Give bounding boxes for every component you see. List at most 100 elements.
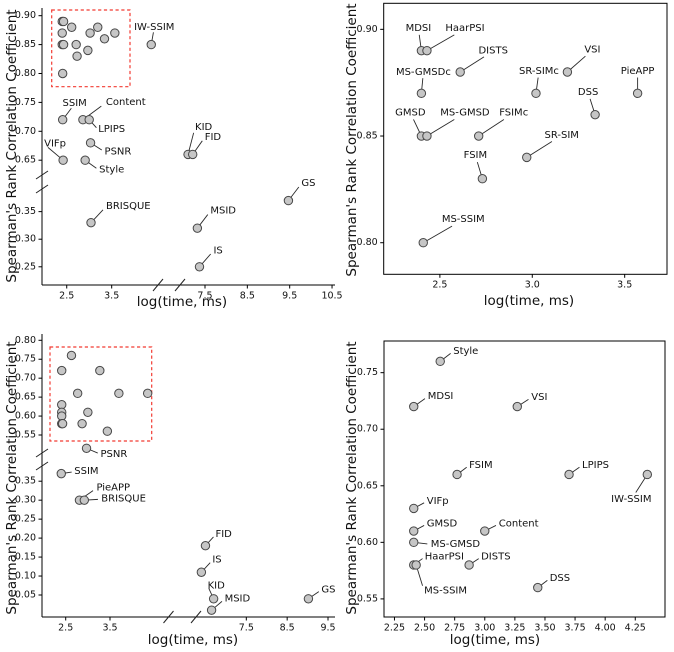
x-tick-label: 9.5 bbox=[320, 622, 335, 633]
x-tick-label: 3.25 bbox=[504, 622, 525, 633]
label-style: Style bbox=[453, 346, 478, 357]
point-fsimc bbox=[473, 131, 484, 141]
point-fsim bbox=[72, 51, 82, 61]
point-vsi bbox=[512, 401, 522, 412]
x-tick-label: 3.50 bbox=[534, 622, 555, 633]
label-pieapp: PieAPP bbox=[96, 483, 130, 494]
point-brisque bbox=[79, 495, 90, 505]
point-dists bbox=[77, 418, 87, 429]
point-msid bbox=[192, 223, 203, 233]
label-psnr: PSNR bbox=[101, 449, 128, 460]
x-tick-label: 8.5 bbox=[280, 622, 295, 633]
y-tick-label: 0.75 bbox=[15, 97, 36, 108]
y-tick-label: 0.15 bbox=[15, 552, 36, 563]
point-fid bbox=[200, 540, 211, 551]
point-dists bbox=[464, 560, 474, 570]
y-tick-label: 0.65 bbox=[15, 392, 36, 403]
y-tick-label: 0.35 bbox=[15, 206, 36, 217]
label-dists: DISTS bbox=[481, 551, 510, 562]
point-is bbox=[196, 567, 207, 577]
point-ssim bbox=[56, 468, 66, 479]
label-lpips: LPIPS bbox=[98, 124, 125, 135]
point-kid bbox=[208, 594, 219, 604]
label-vifp: VIFp bbox=[44, 139, 66, 150]
point-content bbox=[480, 526, 490, 536]
label-fsimc: FSIMc bbox=[499, 108, 528, 119]
label-kid: KID bbox=[195, 122, 213, 133]
label-is: IS bbox=[212, 555, 221, 566]
y-tick-label: 0.25 bbox=[15, 514, 36, 525]
point-gs bbox=[283, 195, 294, 206]
plot-frame bbox=[383, 2, 668, 275]
label-ms-ssim: MS-SSIM bbox=[424, 585, 467, 596]
point-gmsd bbox=[409, 526, 419, 536]
label-kid: KID bbox=[208, 580, 226, 591]
y-tick-label: 0.25 bbox=[15, 261, 36, 272]
label-sr-sim: SR-SIM bbox=[545, 130, 579, 141]
label-vsi: VSI bbox=[531, 392, 547, 403]
zoom-region-box bbox=[51, 9, 131, 88]
label-ssim: SSIM bbox=[74, 466, 98, 477]
point-gs bbox=[303, 594, 314, 604]
label-iw-ssim: IW-SSIM bbox=[611, 494, 651, 505]
point-sr-simc bbox=[85, 28, 95, 38]
point-content bbox=[83, 407, 93, 417]
y-axis-label: Spearman's Rank Correlation Coefficient bbox=[4, 341, 20, 614]
y-tick-label: 0.90 bbox=[357, 24, 378, 35]
y-tick-label: 0.70 bbox=[15, 126, 36, 137]
plot-top-right: 2.5 3.0 3.5 0.90 0.85 0.80 MDSI HaarPSI DISTS MS-… bbox=[344, 2, 668, 309]
label-psnr: PSNR bbox=[105, 146, 132, 157]
label-gs: GS bbox=[321, 584, 335, 595]
x-tick-label: 2.25 bbox=[384, 622, 405, 633]
y-tick-label: 0.20 bbox=[15, 533, 36, 544]
y-tick-label: 0.10 bbox=[15, 571, 36, 582]
x-tick-label: 2.50 bbox=[414, 622, 435, 633]
point-is bbox=[194, 262, 205, 272]
y-tick-label: 0.85 bbox=[357, 131, 378, 142]
point-haarpsi bbox=[422, 45, 432, 56]
label-dss: DSS bbox=[578, 87, 598, 98]
x-tick-label: 3.0 bbox=[525, 280, 540, 291]
label-is: IS bbox=[213, 245, 222, 256]
label-ms-gmsd: MS-GMSD bbox=[431, 539, 481, 550]
y-tick-label: 0.30 bbox=[15, 234, 36, 245]
plot-bottom-left: 2.5 3.5 7.5 8.5 9.5 0.80 0.75 0.70 0.65 0.60 0.55 0… bbox=[4, 334, 336, 648]
plot-bottom-right: 2.25 2.50 2.75 3.00 3.25 3.50 3.75 4.00 4.25 0.75… bbox=[344, 340, 666, 648]
point-psnr bbox=[81, 443, 92, 453]
point-ms-gmsd bbox=[422, 131, 432, 141]
x-tick-label: 9.5 bbox=[282, 290, 297, 301]
label-msid: MSID bbox=[225, 594, 251, 605]
x-tick-label: 3.75 bbox=[564, 622, 585, 633]
point-brisque bbox=[86, 217, 96, 228]
point-fsim bbox=[72, 388, 83, 399]
point-vifp bbox=[409, 503, 419, 514]
point-mdsi bbox=[57, 365, 67, 376]
x-tick-label: 7.5 bbox=[197, 290, 212, 301]
label-brisque: BRISQUE bbox=[106, 201, 151, 212]
label-dists: DISTS bbox=[478, 46, 507, 57]
label-gmsd: GMSD bbox=[427, 519, 458, 530]
x-tick-label: 3.5 bbox=[104, 290, 119, 301]
point-vsi bbox=[95, 365, 105, 376]
point-pieapp bbox=[110, 28, 120, 38]
zoom-region-box bbox=[49, 346, 153, 442]
y-tick-label: 0.65 bbox=[357, 480, 378, 491]
label-brisque: BRISQUE bbox=[101, 494, 146, 505]
point-iw-ssim bbox=[142, 388, 153, 399]
y-tick-label: 0.60 bbox=[357, 537, 378, 548]
y-tick-label: 0.75 bbox=[15, 354, 36, 365]
point-sr-simc bbox=[531, 88, 541, 99]
y-axis-label: Spearman's Rank Correlation Coefficient bbox=[344, 3, 360, 276]
label-content: Content bbox=[499, 519, 539, 530]
x-tick-label: 2.5 bbox=[59, 290, 74, 301]
point-dss bbox=[99, 34, 110, 44]
point-lpips bbox=[84, 115, 94, 125]
y-tick-label: 0.70 bbox=[15, 373, 36, 384]
point-vifp bbox=[58, 155, 68, 165]
point-pieapp bbox=[632, 88, 643, 99]
x-tick-label: 2.5 bbox=[432, 280, 447, 291]
point-mdsi bbox=[409, 401, 419, 412]
point-sr-sim bbox=[83, 45, 93, 56]
x-tick-label: 2.5 bbox=[58, 622, 73, 633]
